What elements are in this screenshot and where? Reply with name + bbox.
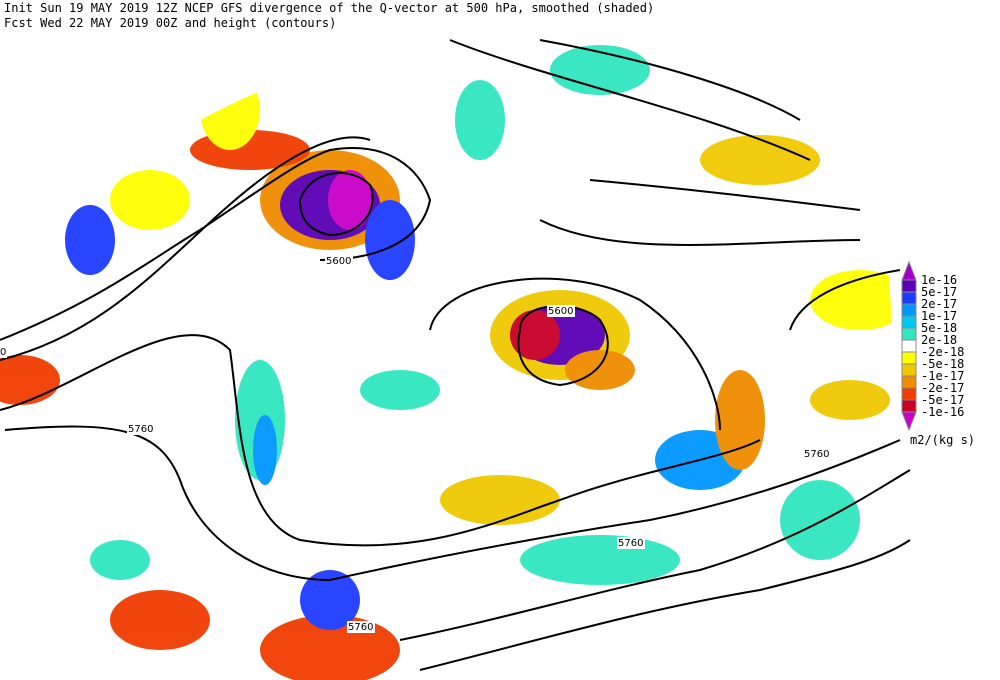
legend-swatch	[901, 339, 917, 353]
contour-label-bg	[127, 423, 155, 435]
contour-label-bg	[0, 346, 7, 358]
contour-label: 5600	[326, 256, 351, 267]
legend-swatch	[901, 399, 917, 413]
legend-swatch	[901, 351, 917, 365]
legend-swatch	[901, 327, 917, 341]
contour-label-bg	[803, 448, 831, 460]
contour-label: 5760	[348, 622, 373, 633]
legend-swatch	[901, 411, 917, 432]
contour-label: 5760	[618, 538, 643, 549]
legend-label: -1e-16	[921, 405, 964, 419]
contour-label: 5760	[128, 424, 153, 435]
legend-swatch	[901, 291, 917, 305]
legend: 1e-165e-172e-171e-175e-182e-18-2e-18-5e-…	[901, 260, 975, 447]
shaded-field	[0, 45, 910, 680]
legend-swatch	[901, 279, 917, 293]
legend-label: -2e-17	[921, 381, 964, 395]
legend-label: 1e-17	[921, 309, 957, 323]
contour-label-bg	[347, 621, 375, 633]
contour-label-bg	[547, 305, 575, 317]
legend-label: -5e-17	[921, 393, 964, 407]
contour-labels: 0 5600 5600 5760 5760 5760 5760	[0, 255, 831, 633]
contour-label: 5600	[548, 306, 573, 317]
legend-swatch	[901, 375, 917, 389]
contour-label: 0	[0, 347, 6, 358]
legend-label: -5e-18	[921, 357, 964, 371]
legend-swatch	[901, 303, 917, 317]
legend-label: -2e-18	[921, 345, 964, 359]
legend-label: 2e-18	[921, 333, 957, 347]
height-contours	[0, 39, 911, 671]
header-line: Init Sun 19 MAY 2019 12Z NCEP GFS diverg…	[4, 1, 654, 15]
legend-label: 5e-17	[921, 285, 957, 299]
legend-label: 2e-17	[921, 297, 957, 311]
contour-label-bg	[617, 537, 645, 549]
legend-swatch	[901, 363, 917, 377]
legend-label: -1e-17	[921, 369, 964, 383]
legend-label: 1e-16	[921, 273, 957, 287]
legend-label: 5e-18	[921, 321, 957, 335]
legend-swatch	[901, 387, 917, 401]
legend-swatch	[901, 315, 917, 329]
header-line: Fcst Wed 22 MAY 2019 00Z and height (con…	[4, 16, 336, 30]
contour-label: 5760	[804, 449, 829, 460]
legend-swatch	[901, 260, 917, 281]
legend-units: m2/(kg s)	[910, 433, 975, 447]
contour-label-bg	[325, 255, 353, 267]
